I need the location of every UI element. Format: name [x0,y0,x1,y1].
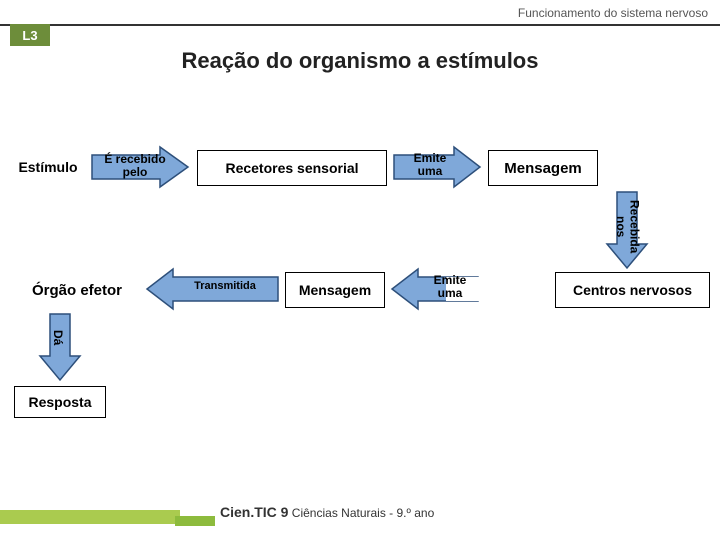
lesson-badge: L3 [10,24,50,46]
footer-brand: Cien.TIC 9 [220,504,288,520]
node-centros: Centros nervosos [555,272,710,308]
header-line [0,24,720,26]
node-mensagem2: Mensagem [285,272,385,308]
footer-rest: Ciências Naturais - 9.º ano [288,506,434,520]
node-orgao: Órgão efetor [12,272,142,308]
slide: Funcionamento do sistema nervoso L3 Reaç… [0,0,720,540]
label-recebido: É recebido pelo [98,153,172,179]
footer-bar-1 [0,510,180,524]
slide-title: Reação do organismo a estímulos [0,48,720,74]
label-recebida: Recebida nos [614,198,640,256]
label-transmitida: Transmitida [180,280,270,292]
footer-bar-2 [175,516,215,526]
node-estimulo: Estímulo [8,155,88,179]
node-resposta: Resposta [14,386,106,418]
node-recetores: Recetores sensorial [197,150,387,186]
label-emite1: Emite uma [400,152,460,178]
label-emite2: Emite uma [420,274,480,300]
node-mensagem1: Mensagem [488,150,598,186]
header-topic: Funcionamento do sistema nervoso [518,6,708,20]
footer-text: Cien.TIC 9 Ciências Naturais - 9.º ano [220,504,434,520]
label-da: Dá [51,320,64,356]
